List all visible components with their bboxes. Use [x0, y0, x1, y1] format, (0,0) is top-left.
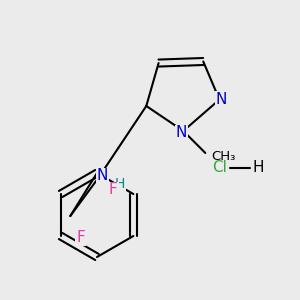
Text: N: N — [176, 125, 187, 140]
Text: F: F — [76, 230, 85, 245]
Text: CH₃: CH₃ — [211, 151, 236, 164]
Text: F: F — [109, 182, 118, 197]
Text: H: H — [252, 160, 264, 175]
Text: N: N — [97, 169, 108, 184]
Text: H: H — [115, 177, 125, 191]
Text: Cl: Cl — [213, 160, 227, 175]
Text: N: N — [216, 92, 227, 107]
